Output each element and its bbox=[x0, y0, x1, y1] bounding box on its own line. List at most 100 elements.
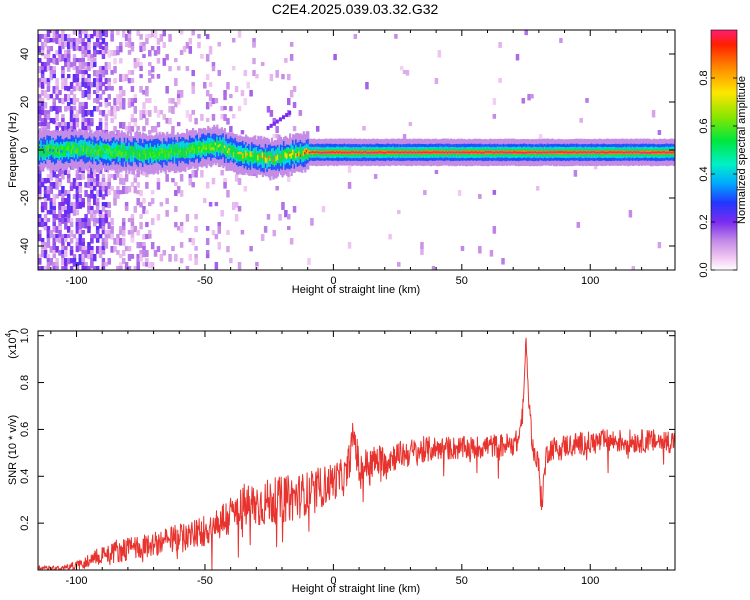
ridge-cell bbox=[161, 148, 164, 154]
heatmap-cell bbox=[217, 226, 222, 234]
heatmap-cell bbox=[234, 86, 239, 92]
heatmap-cell bbox=[78, 258, 83, 266]
heatmap-cell bbox=[110, 246, 114, 253]
heatmap-cell bbox=[98, 94, 103, 100]
ridge-cell bbox=[289, 151, 292, 154]
heatmap-cell bbox=[119, 254, 123, 259]
ridge-cell bbox=[631, 151, 634, 154]
ridge-cell bbox=[602, 151, 606, 154]
ridge-cell bbox=[370, 151, 374, 154]
heatmap-cell bbox=[127, 246, 132, 252]
heatmap-cell bbox=[75, 110, 80, 116]
heatmap-cell bbox=[93, 170, 97, 177]
ridge-cell bbox=[238, 150, 242, 161]
heatmap-cell bbox=[38, 234, 42, 242]
heatmap-cell bbox=[58, 222, 62, 230]
heatmap-cell bbox=[214, 234, 219, 240]
heatmap-cell bbox=[69, 82, 74, 89]
heatmap-cell bbox=[110, 34, 114, 42]
ridge-cell bbox=[164, 149, 167, 152]
heatmap-cell bbox=[93, 78, 97, 86]
ridge-cell bbox=[105, 149, 108, 152]
heatmap-cell bbox=[64, 34, 68, 42]
ridge-cell bbox=[208, 144, 211, 155]
heatmap-cell bbox=[255, 74, 259, 79]
heatmap-cell bbox=[75, 86, 80, 91]
ridge-cell bbox=[329, 151, 333, 154]
ridge-cell bbox=[386, 151, 389, 154]
heatmap-cell bbox=[101, 258, 106, 266]
heatmap-cell bbox=[281, 74, 285, 80]
heatmap-cell bbox=[38, 178, 42, 185]
heatmap-cell bbox=[72, 122, 77, 128]
ridge-cell bbox=[548, 151, 551, 154]
heatmap-cell bbox=[72, 54, 77, 59]
heatmap-cell bbox=[66, 66, 71, 72]
heatmap-cell bbox=[43, 118, 48, 125]
heatmap-cell bbox=[55, 122, 59, 127]
heatmap-cell bbox=[498, 42, 502, 48]
ridge-cell bbox=[188, 150, 192, 153]
ridge-cell bbox=[361, 151, 365, 154]
heatmap-cell bbox=[205, 34, 210, 40]
heatmap-cell bbox=[69, 98, 74, 105]
ridge-cell bbox=[182, 148, 186, 158]
heatmap-cell bbox=[237, 262, 242, 270]
heatmap-cell bbox=[52, 222, 56, 229]
heatmap-cell bbox=[95, 82, 100, 89]
heatmap-cell bbox=[43, 178, 48, 184]
heatmap-cell bbox=[397, 210, 401, 215]
heatmap-cell bbox=[78, 70, 83, 75]
heatmap-cell bbox=[174, 190, 178, 197]
ridge-cell bbox=[369, 151, 372, 154]
heatmap-cell bbox=[52, 170, 56, 178]
heatmap-cell bbox=[40, 266, 45, 270]
ridge-cell bbox=[342, 151, 345, 154]
heatmap-cell bbox=[84, 190, 88, 198]
ridge-cell bbox=[326, 151, 330, 154]
heatmap-cell bbox=[231, 114, 236, 119]
heatmap-cell bbox=[229, 258, 233, 264]
heatmap-cell bbox=[95, 246, 100, 254]
heatmap-cell bbox=[113, 106, 117, 114]
heatmap-cell bbox=[87, 174, 91, 179]
ridge-cell bbox=[443, 151, 446, 154]
heatmap-cell bbox=[156, 74, 161, 79]
heatmap-cell bbox=[93, 222, 97, 227]
heatmap-cell bbox=[81, 262, 85, 267]
ridge-cell bbox=[589, 151, 592, 154]
heatmap-cell bbox=[66, 242, 71, 247]
heatmap-cell bbox=[142, 262, 146, 267]
ridge-cell bbox=[440, 151, 443, 154]
heatmap-cell bbox=[107, 82, 111, 90]
heatmap-cell bbox=[95, 106, 100, 112]
ridge-cell bbox=[571, 151, 574, 154]
ridge-cell bbox=[135, 149, 139, 160]
heatmap-cell bbox=[133, 206, 138, 213]
heatmap-cell bbox=[49, 46, 54, 52]
heatmap-cell bbox=[269, 123, 273, 128]
heatmap-cell bbox=[492, 190, 497, 195]
heatmap-cell bbox=[136, 190, 140, 195]
ridge-cell bbox=[120, 151, 123, 158]
heatmap-cell bbox=[107, 78, 111, 86]
ridge-cell bbox=[546, 151, 550, 154]
ridge-cell bbox=[96, 143, 99, 154]
ridge-cell bbox=[50, 143, 54, 154]
heatmap-cell bbox=[101, 54, 106, 60]
heatmap-cell bbox=[188, 114, 193, 122]
heatmap-cell bbox=[69, 238, 74, 244]
heatmap-cell bbox=[130, 234, 135, 242]
heatmap-cell bbox=[90, 174, 94, 182]
heatmap-cell bbox=[116, 238, 120, 246]
ridge-cell bbox=[85, 148, 88, 154]
ridge-cell bbox=[176, 144, 179, 154]
heatmap-cell bbox=[101, 218, 106, 225]
heatmap-cell bbox=[142, 206, 146, 214]
ridge-cell bbox=[558, 151, 562, 153]
ridge-cell bbox=[372, 151, 375, 154]
heatmap-cell bbox=[104, 218, 109, 224]
ridge-cell bbox=[452, 151, 456, 154]
heatmap-cell bbox=[38, 98, 42, 104]
ridge-cell bbox=[131, 145, 134, 156]
